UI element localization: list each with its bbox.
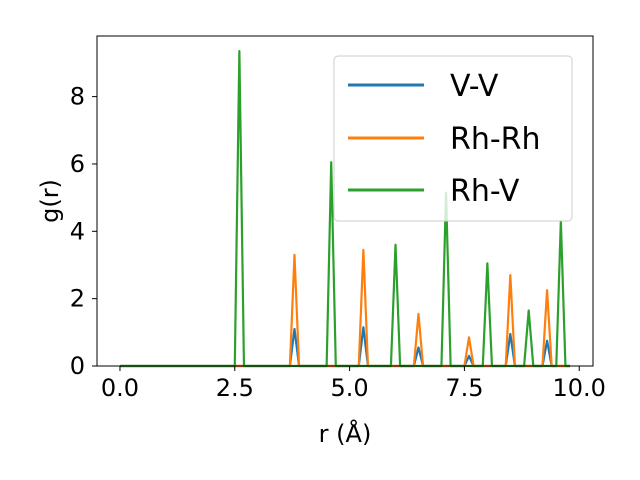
legend: V-V Rh-Rh Rh-V <box>333 55 573 222</box>
x-axis: 0.0 2.5 5.0 7.5 10.0 <box>101 366 606 402</box>
y-tick-label: 0 <box>70 352 85 380</box>
axes-frame <box>96 35 594 367</box>
y-axis-label: g(r) <box>36 179 64 223</box>
x-axis-label: r (Å) <box>319 419 372 448</box>
y-axis: 0 2 4 6 8 <box>70 83 97 380</box>
legend-label-rh-v: Rh-V <box>450 174 520 209</box>
x-tick-label: 5.0 <box>331 374 369 402</box>
y-tick-label: 8 <box>70 83 85 111</box>
y-tick-label: 4 <box>70 217 85 245</box>
legend-box <box>333 55 573 222</box>
x-tick-label: 10.0 <box>553 374 606 402</box>
legend-label-v-v: V-V <box>450 69 499 104</box>
y-tick-label: 6 <box>70 150 85 178</box>
y-tick-label: 2 <box>70 285 85 313</box>
legend-items: V-V Rh-Rh Rh-V <box>348 69 541 209</box>
x-tick-label: 2.5 <box>216 374 254 402</box>
legend-label-rh-rh: Rh-Rh <box>450 122 541 157</box>
x-tick-label: 7.5 <box>445 374 483 402</box>
x-tick-label: 0.0 <box>101 374 139 402</box>
